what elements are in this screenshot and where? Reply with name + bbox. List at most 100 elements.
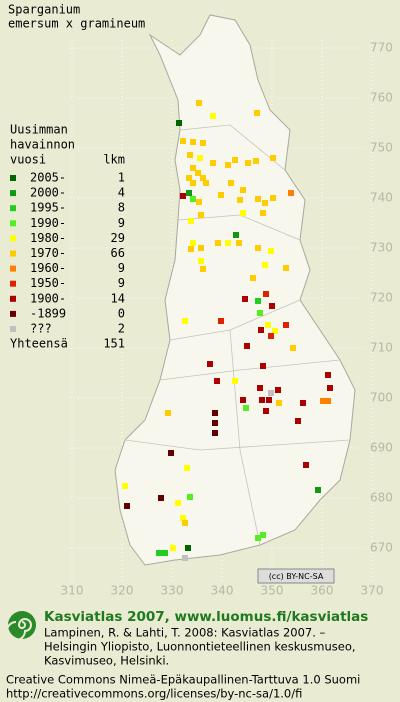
occurrence-dot — [190, 165, 196, 171]
x-tick-label: 320 — [111, 584, 134, 598]
occurrence-dot — [225, 240, 231, 246]
legend-swatch — [10, 205, 16, 212]
occurrence-dot — [257, 310, 263, 316]
occurrence-dot — [237, 197, 243, 203]
legend-swatch — [10, 250, 16, 257]
occurrence-dot — [240, 210, 246, 216]
occurrence-dot — [327, 385, 333, 391]
occurrence-dot — [268, 333, 274, 339]
license-line: Creative Commons Nimeä-Epäkaupallinen-Ta… — [6, 673, 360, 687]
y-tick-label: 720 — [370, 291, 393, 305]
license-badge-text: (cc) BY-NC-SA — [269, 572, 324, 581]
occurrence-dot — [325, 372, 331, 378]
occurrence-dot — [198, 245, 204, 251]
occurrence-dot — [203, 180, 209, 186]
legend-count: 29 — [111, 231, 125, 245]
occurrence-dot — [262, 200, 268, 206]
occurrence-dot — [263, 291, 269, 297]
occurrence-dot — [270, 155, 276, 161]
occurrence-dot — [260, 532, 266, 538]
legend-swatch — [10, 265, 16, 272]
occurrence-dot — [218, 318, 224, 324]
legend-label: 1950- — [30, 276, 66, 290]
occurrence-dot — [198, 258, 204, 264]
y-tick-label: 760 — [370, 91, 393, 105]
occurrence-layer — [122, 100, 333, 561]
legend-label: 1900- — [30, 291, 66, 305]
occurrence-dot — [262, 262, 268, 268]
finland-outline — [114, 14, 356, 566]
legend-label: 1990- — [30, 216, 66, 230]
map-title: Sparganium — [8, 3, 80, 17]
legend-label: 1960- — [30, 261, 66, 275]
legend-total-count: 151 — [103, 337, 125, 351]
occurrence-dot — [255, 298, 261, 304]
occurrence-dot — [200, 175, 206, 181]
occurrence-dot — [233, 232, 239, 238]
occurrence-dot — [162, 550, 168, 556]
occurrence-dot — [272, 328, 278, 334]
occurrence-dot — [276, 400, 282, 406]
legend-label: -1899 — [30, 306, 66, 320]
legend-swatch — [10, 190, 16, 197]
occurrence-dot — [182, 520, 188, 526]
legend-swatch — [10, 310, 16, 317]
occurrence-dot — [188, 246, 194, 252]
legend-label: 2000- — [30, 186, 66, 200]
occurrence-dot — [210, 113, 216, 119]
legend-count: 4 — [118, 186, 125, 200]
occurrence-dot — [186, 175, 192, 181]
occurrence-dot — [255, 245, 261, 251]
occurrence-dot — [210, 160, 216, 166]
occurrence-dot — [242, 296, 248, 302]
occurrence-dot — [200, 140, 206, 146]
legend-label: ??? — [30, 322, 52, 336]
legend-swatch — [10, 295, 16, 302]
y-tick-label: 690 — [370, 441, 393, 455]
occurrence-dot — [207, 361, 213, 367]
occurrence-dot — [255, 535, 261, 541]
y-tick-label: 680 — [370, 491, 393, 505]
license-badge — [257, 568, 335, 584]
x-tick-label: 310 — [61, 584, 84, 598]
x-tick-label: 370 — [361, 584, 384, 598]
x-tick-label: 360 — [311, 584, 334, 598]
legend-swatch — [10, 280, 16, 287]
legend: Uusimman havainnon vuosi lkm 2005- 1 2000-… — [10, 123, 125, 351]
legend-total-label: Yhteensä — [10, 337, 68, 351]
occurrence-dot — [182, 555, 188, 561]
map-title: emersum x gramineum — [8, 17, 145, 31]
occurrence-dot — [288, 190, 294, 196]
legend-count: 14 — [111, 291, 125, 305]
y-tick-label: 730 — [370, 241, 393, 255]
legend-label: 1980- — [30, 231, 66, 245]
occurrence-dot — [268, 390, 274, 396]
occurrence-dot — [196, 100, 202, 106]
y-tick-label: 750 — [370, 141, 393, 155]
occurrence-dot — [283, 265, 289, 271]
occurrence-dot — [258, 327, 264, 333]
occurrence-dot — [275, 387, 281, 393]
occurrence-dot — [243, 405, 249, 411]
occurrence-dot — [325, 398, 331, 404]
occurrence-dot — [253, 158, 259, 164]
legend-count: 8 — [118, 201, 125, 215]
occurrence-dot — [170, 545, 176, 551]
legend-count-heading: lkm — [103, 153, 125, 167]
occurrence-dot — [257, 385, 263, 391]
legend-count: 1 — [118, 171, 125, 185]
occurrence-dot — [255, 196, 261, 202]
occurrence-dot — [122, 483, 128, 489]
occurrence-dot — [196, 199, 202, 205]
x-tick-label: 330 — [161, 584, 184, 598]
occurrence-dot — [165, 410, 171, 416]
occurrence-dot — [232, 157, 238, 163]
occurrence-dot — [215, 240, 221, 246]
legend-count: 66 — [111, 246, 125, 260]
legend-swatch — [10, 220, 16, 227]
y-tick-label: 740 — [370, 191, 393, 205]
occurrence-dot — [186, 190, 192, 196]
occurrence-dot — [182, 318, 188, 324]
legend-count: 9 — [118, 276, 125, 290]
